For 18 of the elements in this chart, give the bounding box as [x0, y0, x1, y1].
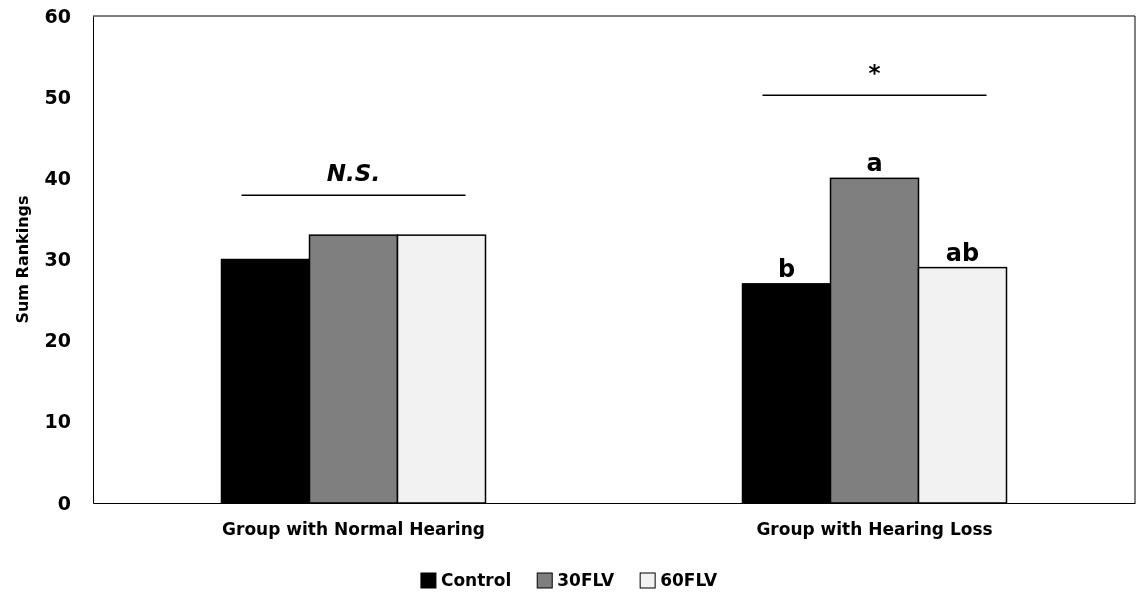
legend-label: 30FLV	[557, 570, 615, 590]
legend-label: 60FLV	[660, 570, 718, 590]
y-tick-label: 50	[44, 85, 71, 108]
data-label: ab	[945, 238, 980, 267]
y-tick-label: 10	[44, 410, 71, 433]
x-tick-label: Group with Hearing Loss	[756, 519, 993, 540]
y-tick-label: 20	[44, 329, 71, 352]
annotation: N.S.	[326, 160, 381, 187]
data-label: a	[866, 149, 883, 178]
y-tick-label: 40	[44, 166, 71, 189]
y-tick-label: 30	[44, 248, 71, 271]
data-label: b	[777, 254, 796, 283]
legend-label: Control	[440, 570, 512, 590]
annotation: *	[868, 60, 881, 87]
y-tick-label: 60	[44, 4, 71, 27]
y-tick-label: 0	[57, 491, 71, 514]
y-axis-title: Sum Rankings	[13, 195, 32, 324]
x-tick-label: Group with Normal Hearing	[222, 519, 485, 540]
